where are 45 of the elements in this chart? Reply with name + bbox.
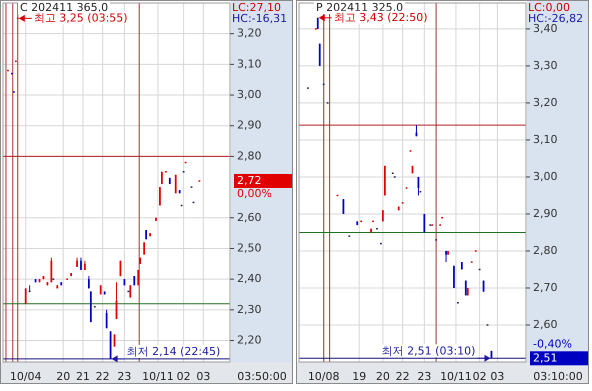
text: 03:10:00: [533, 370, 583, 384]
y-tick-label: 3,20: [533, 96, 558, 109]
x-tick-label: 20: [376, 370, 390, 384]
x-tick-label: 22: [96, 370, 110, 384]
annotation: 최고 3,25 (03:55): [34, 11, 128, 24]
y-tick-label: 3,10: [533, 132, 558, 146]
y-tick-label: 2,80: [533, 244, 558, 257]
x-tick-label: 03: [490, 370, 504, 384]
text: HC:-16,31: [232, 12, 288, 25]
annotation: 최고 3,43 (22:50): [334, 10, 428, 24]
text: 03:50:00: [237, 370, 287, 384]
x-tick-label: 19: [352, 370, 366, 384]
y-tick-label: 2,80: [237, 149, 262, 162]
chart-title: P 202411 325,0: [316, 1, 404, 14]
x-tick-label: 03: [196, 370, 210, 384]
x-tick-label: 10/04: [10, 370, 42, 384]
text: LC:27,10: [232, 1, 282, 14]
y-tick-label: 2,60: [237, 210, 262, 224]
y-tick-label: 2,30: [237, 302, 262, 316]
annotation: 최저 2,14 (22:45): [126, 344, 220, 358]
y-tick-label: 2,20: [237, 334, 262, 347]
x-tick-label: 22: [396, 370, 410, 384]
x-tick-label: 10/11: [440, 370, 472, 384]
y-tick-label: 2,60: [533, 318, 558, 332]
y-tick-label: 3,00: [237, 88, 262, 102]
x-tick-label: 02: [472, 370, 487, 384]
chart-title: C 202411 365,0: [20, 1, 108, 14]
x-tick-label: 23: [417, 370, 432, 384]
x-tick-label: 21: [76, 370, 90, 384]
y-tick-label: 2,40: [237, 272, 262, 286]
x-tick-label: 02: [176, 370, 191, 384]
x-tick-label: 20: [56, 370, 70, 384]
y-tick-label: 2,90: [237, 118, 262, 132]
x-tick-label: 23: [117, 370, 132, 384]
y-tick-label: 2,50: [237, 241, 262, 254]
annotation: 최저 2,51 (03:10): [382, 344, 476, 358]
y-tick-label: 2,90: [533, 206, 558, 220]
y-tick-label: 2,70: [533, 280, 558, 294]
y-tick-label: 3,00: [533, 170, 558, 183]
y-tick-label: 3,30: [533, 58, 558, 72]
y-tick-label: 3,20: [237, 26, 262, 40]
text: LC:0,00: [528, 1, 570, 14]
y-tick-label: 3,10: [237, 57, 262, 70]
x-tick-label: 10/08: [308, 370, 340, 384]
x-tick-label: 10/11: [142, 370, 174, 384]
